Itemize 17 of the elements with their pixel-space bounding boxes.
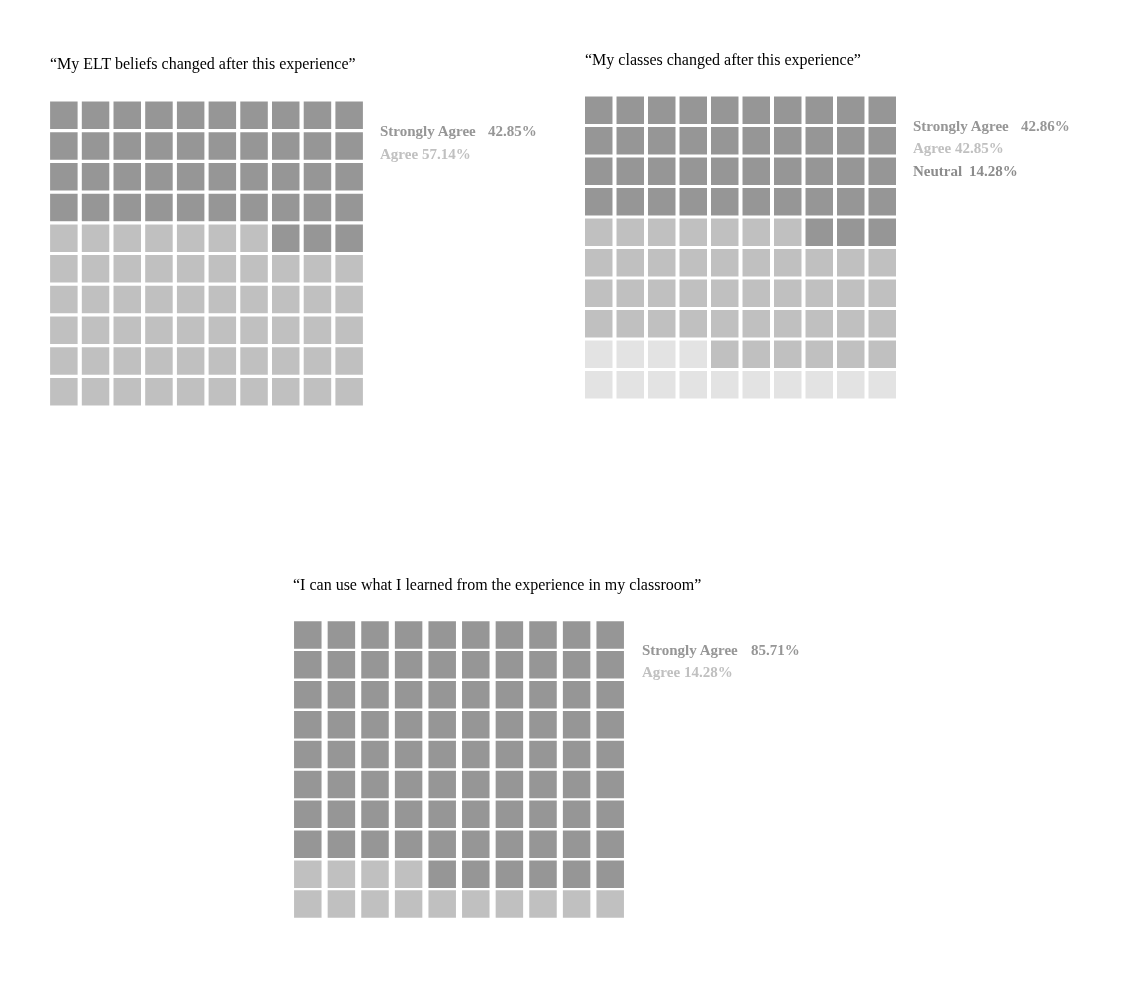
category-label: Agree [642, 664, 681, 680]
text: “I can use what I learned from the experience in my classroom” [293, 576, 702, 594]
text: “My ELT beliefs changed after this experience” [50, 55, 356, 73]
category-label: Strongly Agree [380, 123, 477, 139]
data-label: 14.28% [969, 163, 1018, 179]
category-label: Agree [380, 146, 419, 162]
data-label: 14.28% [684, 664, 733, 680]
category-label: Strongly Agree [642, 642, 739, 658]
text: “My classes changed after this experience” [585, 51, 861, 69]
data-label: 85.71% [751, 642, 800, 658]
data-label: 42.85% [955, 140, 1004, 156]
data-label: 42.86% [1021, 118, 1070, 134]
category-label: Strongly Agree [913, 118, 1010, 134]
data-label: 42.85% [488, 123, 537, 139]
category-label: Agree [913, 140, 952, 156]
data-label: 57.14% [422, 146, 471, 162]
category-label: Neutral [913, 163, 963, 179]
